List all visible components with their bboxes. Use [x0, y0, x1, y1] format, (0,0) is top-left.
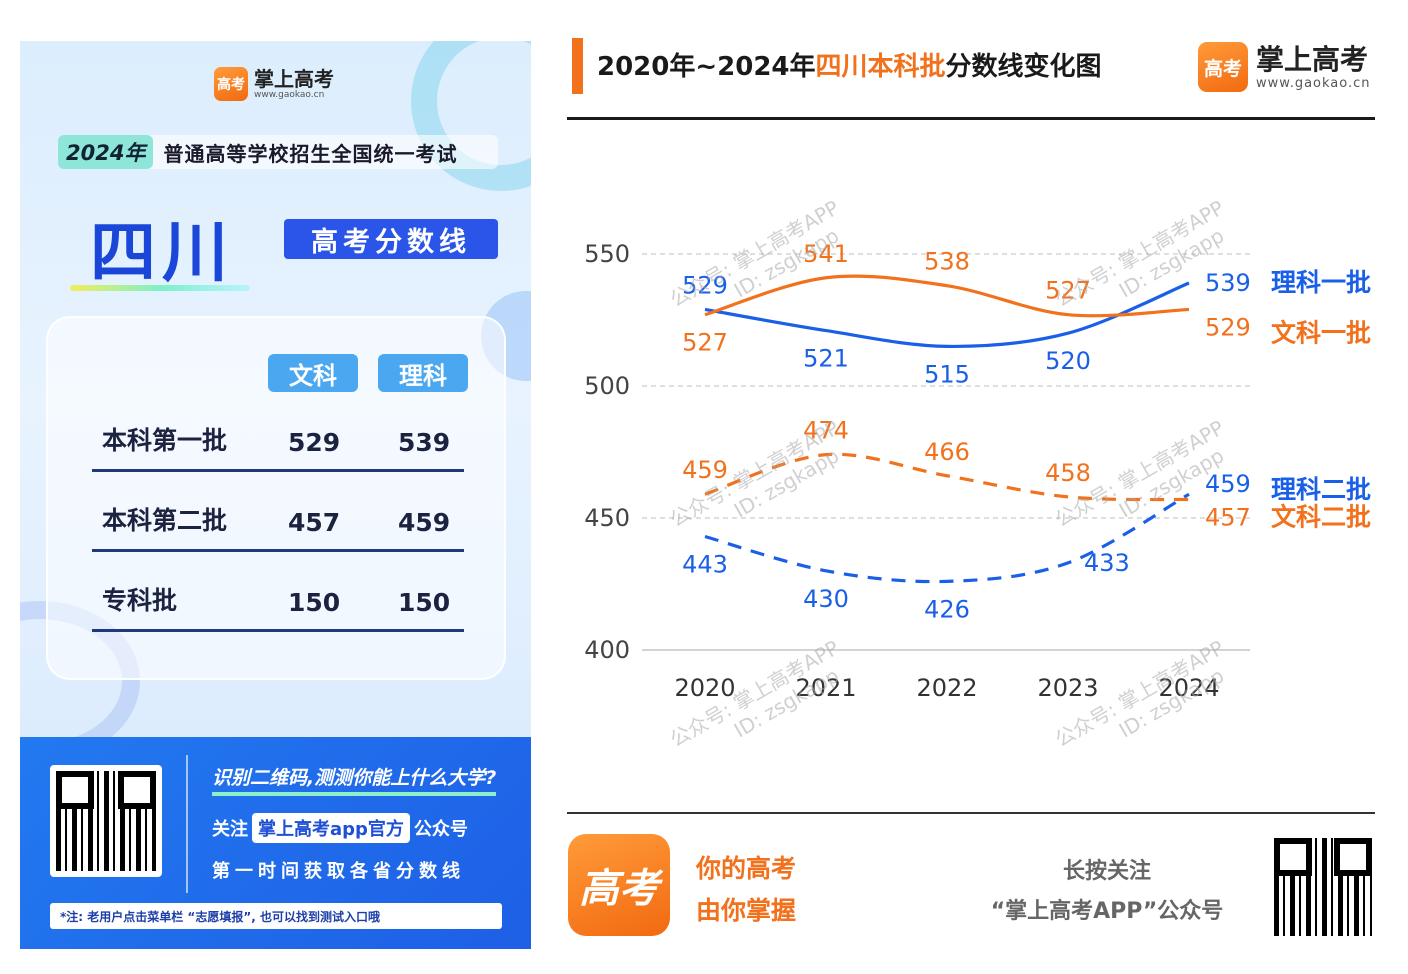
title-suffix: 分数线变化图 [945, 52, 1102, 82]
line-chart: 400 450 500 550 2020 2021 2022 2023 2024 529 521 51… [584, 240, 1371, 702]
x-tick-label: 2021 [795, 674, 856, 702]
qr-code-icon [56, 771, 156, 871]
press-line: 长按关注 [1062, 859, 1151, 884]
account-pill[interactable]: 掌上高考app官方 [252, 813, 410, 843]
exam-title: 普通高等学校招生全国统一考试 [163, 141, 458, 166]
exam-banner: 2024年 普通高等学校招生全国统一考试 [58, 135, 498, 169]
series-legend-label: 文科二批 [1271, 503, 1371, 532]
qr-prompt: 识别二维码,测测你能上什么大学? [212, 763, 497, 796]
wenke-score: 150 [288, 588, 341, 617]
header-brand[interactable]: 高考 掌上高考 www.gaokao.cn [1198, 42, 1371, 92]
qr-code-icon [1274, 838, 1372, 936]
wenke-score: 529 [288, 428, 341, 457]
data-label: 521 [803, 345, 849, 373]
score-title-badge: 高考分数线 [284, 219, 498, 259]
series-line [704, 281, 1190, 349]
brand-name: 掌上高考 [254, 67, 334, 91]
like-score: 459 [398, 508, 451, 537]
follow-post: 公众号 [413, 819, 468, 840]
divider [186, 755, 188, 893]
data-label: 520 [1045, 347, 1091, 375]
province-underline [70, 285, 250, 291]
brand-url: www.gaokao.cn [254, 90, 325, 100]
data-label: 457 [1205, 504, 1251, 532]
table-row: 本科第一批 529 539 [92, 392, 464, 472]
like-score: 150 [398, 588, 451, 617]
data-label: 527 [1045, 277, 1091, 305]
column-header-like: 理科 [378, 354, 468, 392]
bottom-rule [567, 812, 1375, 814]
series-legend-label: 理科一批 [1271, 268, 1371, 297]
series-line [704, 452, 1190, 502]
data-label: 539 [1205, 269, 1251, 297]
row-label: 专科批 [102, 586, 178, 615]
score-poster: 高考 掌上高考 www.gaokao.cn 2024年 普通高等学校招生全国统一… [20, 41, 531, 949]
slogan-line: 由你掌握 [696, 896, 797, 925]
exam-year: 2024年 [58, 135, 154, 169]
table-row: 本科第二批 457 459 [92, 472, 464, 552]
data-label: 458 [1045, 459, 1091, 487]
gaokao-logo-icon: 高考 [214, 67, 248, 101]
qr-code[interactable] [50, 765, 162, 877]
slogan-line: 你的高考 [696, 854, 797, 883]
qr-code[interactable] [1274, 838, 1372, 936]
footnote: *注: 老用户点击菜单栏 “志愿填报”, 也可以找到测试入口哦 [50, 903, 502, 929]
data-label: 426 [924, 595, 970, 623]
x-tick-label: 2024 [1158, 674, 1219, 702]
title-accent-bar [572, 38, 583, 94]
data-label: 443 [682, 550, 728, 578]
like-score: 539 [398, 428, 451, 457]
gaokao-logo-icon: 高考 [1198, 42, 1248, 92]
data-label: 459 [1205, 470, 1251, 498]
x-tick-label: 2023 [1037, 674, 1098, 702]
gaokao-app-icon[interactable]: 高考 [568, 834, 670, 936]
series-line [704, 274, 1190, 318]
series-line [704, 492, 1190, 584]
brand-name: 掌上高考 [1256, 42, 1369, 76]
data-label: 433 [1084, 549, 1130, 577]
wenke-score: 457 [288, 508, 341, 537]
data-label: 538 [924, 248, 970, 276]
chart-title: 2020年~2024年四川本科批分数线变化图 [597, 46, 1102, 83]
poster-brand[interactable]: 高考 掌上高考 www.gaokao.cn [214, 67, 334, 101]
title-prefix: 2020年~2024年 [597, 52, 816, 82]
data-label: 529 [682, 271, 728, 299]
title-highlight: 四川本科批 [815, 52, 946, 82]
series-legend-label: 文科一批 [1271, 318, 1371, 347]
first-time-text: 第一时间获取各省分数线 [212, 861, 465, 882]
data-label: 529 [1205, 313, 1251, 341]
data-label: 474 [803, 417, 849, 445]
poster-footer: 识别二维码,测测你能上什么大学? 关注 掌上高考app官方 公众号 第一时间获取… [20, 737, 531, 949]
data-label: 527 [682, 329, 728, 357]
follow-pre: 关注 [212, 819, 248, 840]
table-row: 专科批 150 150 [92, 552, 464, 632]
slogan: 你的高考 由你掌握 [696, 848, 796, 932]
data-label: 466 [924, 438, 970, 466]
data-label: 541 [803, 240, 849, 268]
y-tick-label: 400 [584, 636, 630, 664]
y-tick-label: 500 [584, 372, 630, 400]
data-label: 459 [682, 456, 728, 484]
x-tick-label: 2020 [674, 674, 735, 702]
row-label: 本科第二批 [102, 506, 228, 535]
y-tick-label: 450 [584, 504, 630, 532]
province-name: 四川 [90, 214, 234, 291]
series-legend-label: 理科二批 [1271, 475, 1371, 504]
x-tick-label: 2022 [916, 674, 977, 702]
y-tick-label: 550 [584, 240, 630, 268]
score-table-card: 文科 理科 本科第一批 529 539 本科第二批 457 459 专科批 15… [46, 316, 506, 680]
follow-instructions: 长按关注 “掌上高考APP”公众号 [972, 852, 1242, 932]
data-label: 430 [803, 585, 849, 613]
press-line: “掌上高考APP”公众号 [990, 899, 1224, 924]
row-label: 本科第一批 [102, 426, 228, 455]
data-label: 515 [924, 360, 970, 388]
brand-url: www.gaokao.cn [1256, 75, 1371, 91]
follow-line: 关注 掌上高考app官方 公众号 [212, 813, 468, 843]
top-rule [567, 117, 1375, 120]
column-header-wenke: 文科 [268, 354, 358, 392]
